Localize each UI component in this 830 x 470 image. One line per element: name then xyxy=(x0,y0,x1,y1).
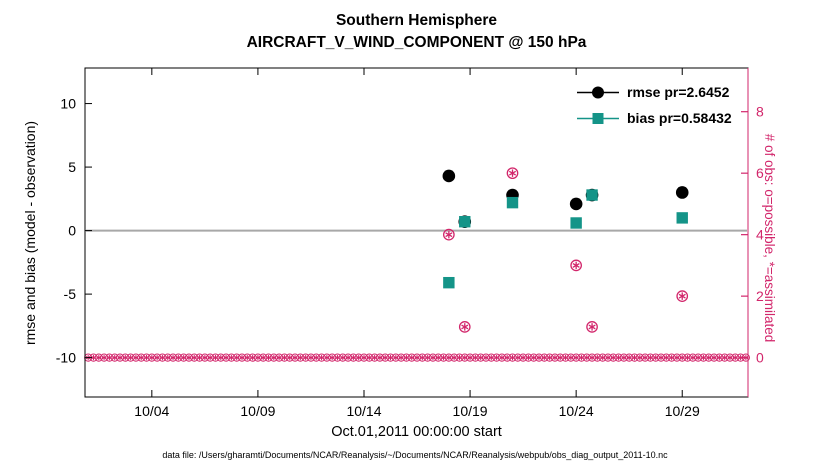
obs-count-marker xyxy=(676,290,689,302)
right-y-axis-label: # of obs: o=possible, *=assimilated xyxy=(762,133,777,343)
x-tick-label: 10/14 xyxy=(346,403,381,419)
legend-item-rmse: rmse pr=2.6452 xyxy=(576,80,732,104)
bias-marker xyxy=(586,189,598,201)
x-tick-label: 10/04 xyxy=(134,403,169,419)
rmse-series xyxy=(442,169,689,229)
chart-subtitle: AIRCRAFT_V_WIND_COMPONENT @ 150 hPa xyxy=(246,34,587,51)
legend-item-bias: bias pr=0.58432 xyxy=(576,106,732,130)
obs-count-marker xyxy=(619,353,628,362)
rmse-legend-circle xyxy=(592,86,604,98)
chart-title: Southern Hemisphere xyxy=(335,12,498,29)
right-y-axis-ticks: 0 2 4 6 8 xyxy=(741,104,764,366)
obs-count-marker xyxy=(540,353,549,362)
left-y-axis-ticks: -10 -5 0 5 10 xyxy=(56,96,92,366)
bias-marker xyxy=(443,276,455,289)
x-tick-label: 10/24 xyxy=(559,403,594,419)
obs-count-marker xyxy=(443,228,455,241)
y-tick-label-right: 0 xyxy=(756,350,764,366)
obs-count-marker xyxy=(458,321,471,333)
obs-count-marker xyxy=(586,321,598,333)
obs-count-marker xyxy=(646,353,655,362)
rmse-marker xyxy=(442,169,456,183)
y-tick-label-right: 6 xyxy=(756,165,764,181)
obs-count-marker xyxy=(487,353,496,362)
legend-label-bias: bias pr=0.58432 xyxy=(627,110,732,126)
bias-series xyxy=(443,189,688,289)
bias-marker xyxy=(459,216,471,228)
legend: rmse pr=2.6452 bias pr=0.58432 xyxy=(576,80,732,130)
data-file-caption: data file: /Users/gharamti/Documents/NCA… xyxy=(162,450,668,460)
x-axis-ticks: 10/04 10/09 10/14 10/19 10/24 10/29 xyxy=(134,68,700,419)
y-tick-label-right: 4 xyxy=(756,227,764,243)
y-tick-label-left: 5 xyxy=(68,159,76,175)
obs-count-marker xyxy=(570,259,583,272)
x-tick-label: 10/19 xyxy=(453,403,488,419)
legend-label-rmse: rmse pr=2.6452 xyxy=(627,84,730,100)
obs-count-marker xyxy=(715,353,724,362)
y-tick-label-right: 2 xyxy=(756,288,764,304)
bias-legend-square xyxy=(592,112,604,124)
y-tick-label-left: -5 xyxy=(64,286,77,302)
x-tick-label: 10/09 xyxy=(240,403,275,419)
left-y-axis-label: rmse and bias (model - observation) xyxy=(22,120,38,346)
bias-marker xyxy=(676,212,688,224)
obs-count-marker xyxy=(577,353,586,362)
obs-count-marker xyxy=(506,167,519,180)
rmse-marker xyxy=(675,186,689,199)
x-axis-label: Oct.01,2011 00:00:00 start xyxy=(331,424,502,440)
y-tick-label-right: 8 xyxy=(756,104,764,120)
x-tick-label: 10/29 xyxy=(665,403,700,419)
bias-legend-marker-icon xyxy=(577,112,619,124)
rmse-marker xyxy=(569,197,583,211)
bias-marker xyxy=(570,217,582,229)
bias-marker xyxy=(506,196,519,209)
obs-count-marker xyxy=(683,353,692,362)
obs-count-series xyxy=(84,167,750,362)
y-tick-label-left: -10 xyxy=(56,350,76,366)
rmse-legend-marker-icon xyxy=(577,86,619,98)
y-tick-label-left: 10 xyxy=(60,96,76,112)
y-tick-label-left: 0 xyxy=(68,223,76,239)
